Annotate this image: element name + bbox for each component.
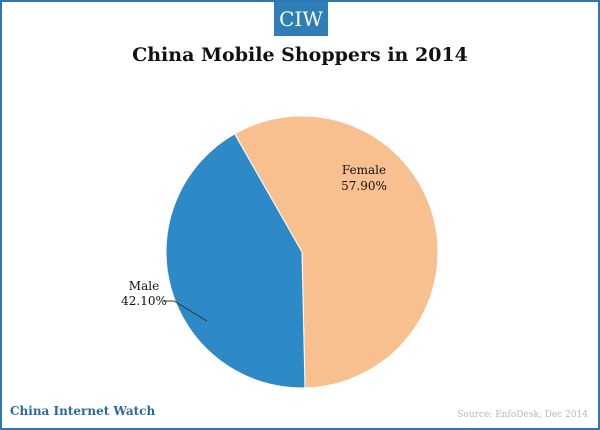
pie-slice-male <box>165 133 306 389</box>
label-female-name: Female <box>342 163 386 177</box>
label-male-name: Male <box>129 279 159 293</box>
footer-brand: China Internet Watch <box>10 404 156 418</box>
label-male-value: 42.10% <box>121 294 167 308</box>
label-female-value: 57.90% <box>341 179 387 193</box>
label-male-leader-line <box>164 300 208 322</box>
brand-badge: CIW <box>274 2 328 36</box>
source-note: Source: EnfoDesk, Dec 2014 <box>457 410 588 420</box>
pie-slice-female <box>233 115 439 389</box>
chart-title: China Mobile Shoppers in 2014 <box>132 44 468 66</box>
